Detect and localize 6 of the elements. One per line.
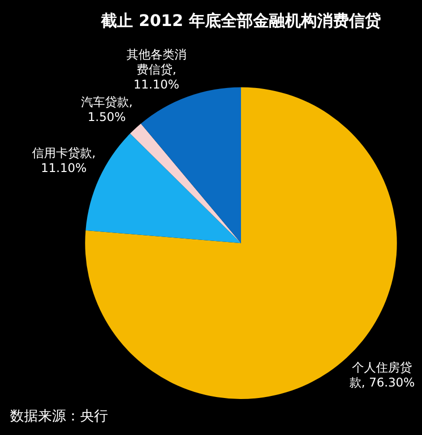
slice-label: 汽车贷款, 1.50% (80, 95, 133, 124)
source-note: 数据来源：央行 (10, 408, 108, 425)
slice-label: 其他各类消费信贷, 11.10% (126, 47, 186, 92)
chart-title: 截止 2012 年底全部金融机构消费信贷 (100, 10, 381, 30)
slice-label: 个人住房贷款, 76.30% (349, 360, 415, 390)
slice-label: 信用卡贷款, 11.10% (32, 146, 96, 176)
